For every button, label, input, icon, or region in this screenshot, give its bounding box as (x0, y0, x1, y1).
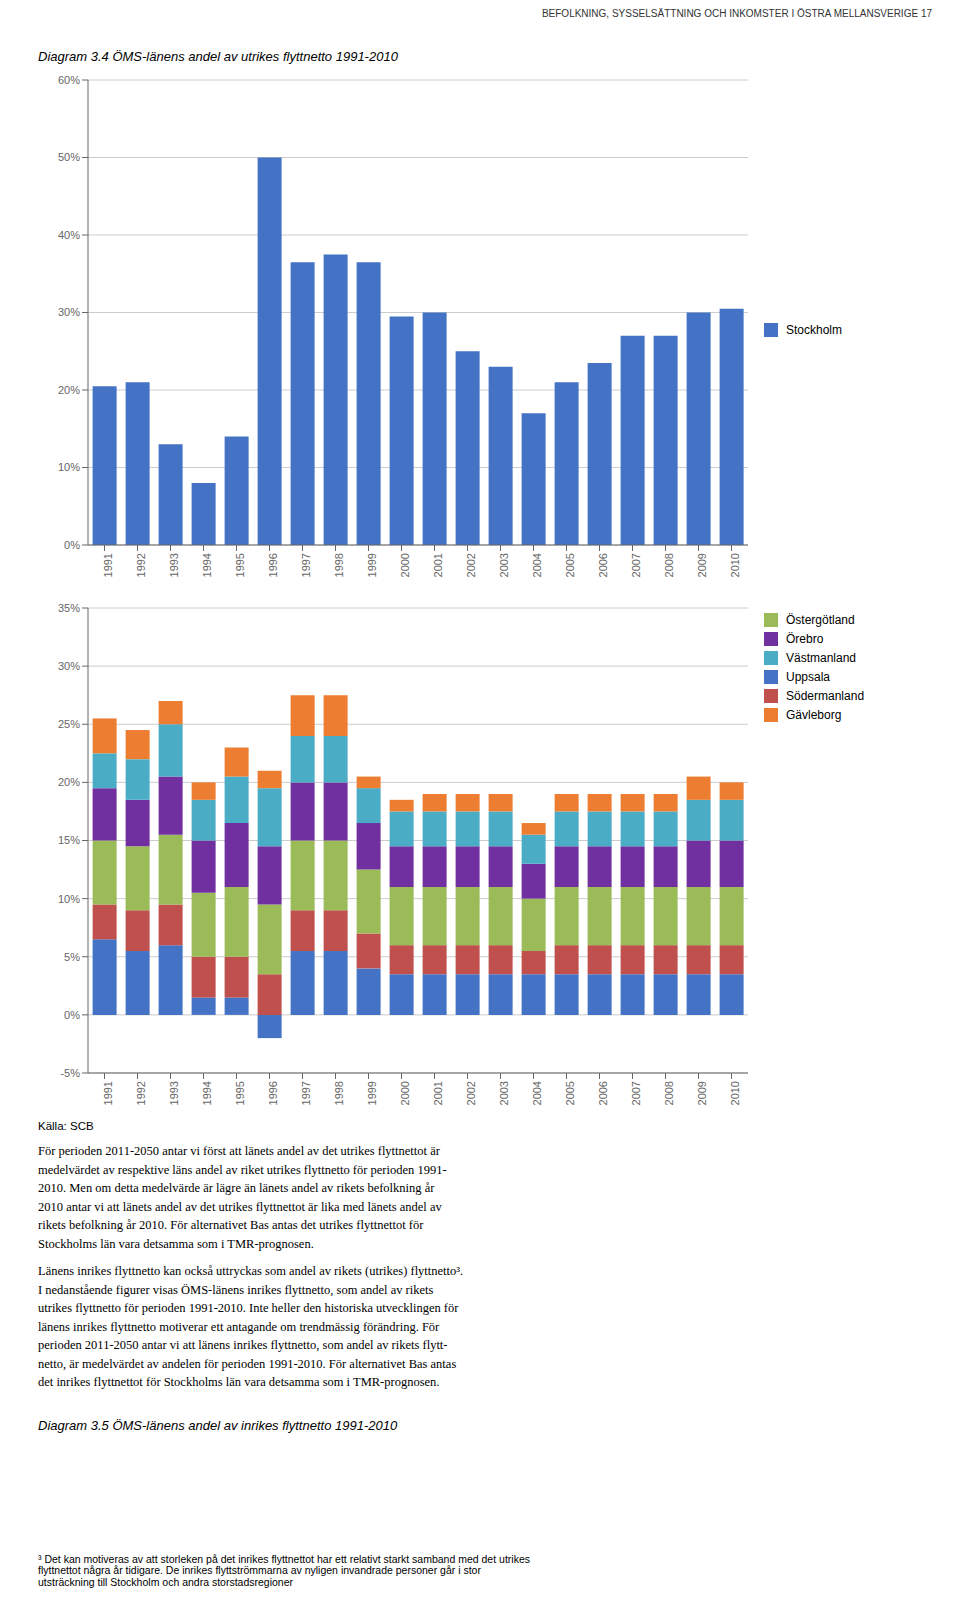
svg-text:1996: 1996 (267, 553, 279, 577)
html-text:flyttnettot några år tidigare.: flyttnettot några år tidigare. De inrike… (38, 1564, 481, 1576)
svg-text:2005: 2005 (564, 1081, 576, 1105)
svg-text:2002: 2002 (465, 553, 477, 577)
svg-text:1995: 1995 (234, 1081, 246, 1105)
svg-text:1993: 1993 (168, 553, 180, 577)
svg-text:2007: 2007 (630, 553, 642, 577)
html-text:BEFOLKNING, SYSSELSÄTTNING OCH: BEFOLKNING, SYSSELSÄTTNING OCH INKOMSTER… (541, 8, 932, 19)
svg-text:2002: 2002 (465, 1081, 477, 1105)
html-text:Stockholms län vara detsamma s: Stockholms län vara detsamma som i TMR-p… (38, 1236, 314, 1251)
html-text:länens inrikes flyttnetto moti: länens inrikes flyttnetto motiverar ett … (38, 1319, 440, 1334)
svg-text:10%: 10% (58, 893, 80, 905)
svg-text:1993: 1993 (168, 1081, 180, 1105)
svg-text:1998: 1998 (333, 1081, 345, 1105)
svg-text:2009: 2009 (696, 553, 708, 577)
html-text:2010. Men om detta medelvärde: 2010. Men om detta medelvärde är lägre ä… (38, 1181, 435, 1195)
html-text:utrikes flyttnetto för periode: utrikes flyttnetto för perioden 1991-201… (38, 1301, 459, 1315)
svg-text:2001: 2001 (432, 1081, 444, 1105)
svg-text:1994: 1994 (201, 553, 213, 577)
html-text:Källa: SCB: Källa: SCB (38, 1120, 94, 1132)
html-text:Västmanland: Västmanland (786, 651, 856, 665)
html-text:Diagram 3.5 ÖMS-länens andel a: Diagram 3.5 ÖMS-länens andel av inrikes … (38, 1417, 398, 1433)
svg-text:1999: 1999 (366, 1081, 378, 1105)
svg-text:1997: 1997 (300, 553, 312, 577)
svg-text:25%: 25% (58, 718, 80, 730)
svg-text:-5%: -5% (60, 1067, 80, 1079)
svg-text:30%: 30% (58, 660, 80, 672)
html-text:Diagram 3.4 ÖMS-länens andel a: Diagram 3.4 ÖMS-länens andel av utrikes … (38, 49, 398, 64)
svg-text:35%: 35% (58, 602, 80, 614)
svg-text:15%: 15% (58, 834, 80, 846)
html-text:perioden 2011-2050 antar vi at: perioden 2011-2050 antar vi att länens i… (38, 1338, 448, 1352)
svg-text:40%: 40% (58, 229, 80, 241)
svg-text:2001: 2001 (432, 553, 444, 577)
svg-text:1992: 1992 (135, 1081, 147, 1105)
html-text:För perioden 2011-2050 antar v: För perioden 2011-2050 antar vi först at… (38, 1144, 440, 1158)
html-text:Uppsala: Uppsala (786, 670, 830, 684)
svg-text:2006: 2006 (597, 1081, 609, 1105)
svg-text:2008: 2008 (663, 1081, 675, 1105)
svg-text:5%: 5% (64, 951, 80, 963)
svg-text:2003: 2003 (498, 553, 510, 577)
html-text:det inrikes flyttnettot för St: det inrikes flyttnettot för Stockholms l… (38, 1375, 440, 1389)
svg-text:1996: 1996 (267, 1081, 279, 1105)
svg-text:60%: 60% (58, 74, 80, 86)
html-text:I nedanstående figurer visas Ö: I nedanstående figurer visas ÖMS-länens … (38, 1282, 434, 1297)
svg-text:20%: 20% (58, 384, 80, 396)
svg-text:2008: 2008 (663, 553, 675, 577)
svg-text:1992: 1992 (135, 553, 147, 577)
svg-text:20%: 20% (58, 776, 80, 788)
svg-text:1997: 1997 (300, 1081, 312, 1105)
html-text:medelvärdet av respektive läns: medelvärdet av respektive läns andel av … (38, 1162, 447, 1177)
svg-text:1995: 1995 (234, 553, 246, 577)
html-text:Östergötland: Östergötland (786, 613, 855, 627)
svg-text:2006: 2006 (597, 553, 609, 577)
svg-text:2004: 2004 (531, 1081, 543, 1105)
html-text:Södermanland: Södermanland (786, 689, 865, 703)
svg-text:0%: 0% (64, 1009, 80, 1021)
svg-text:2009: 2009 (696, 1081, 708, 1105)
svg-text:50%: 50% (58, 151, 80, 163)
html-text:Örebro: Örebro (786, 632, 824, 646)
html-text:³ Det kan motiveras av att sto: ³ Det kan motiveras av att storleken på … (38, 1552, 530, 1565)
svg-text:1991: 1991 (102, 1081, 114, 1105)
svg-text:0%: 0% (64, 539, 80, 551)
svg-text:1999: 1999 (366, 553, 378, 577)
html-text:utsträckning till Stockholm oc: utsträckning till Stockholm och andra st… (38, 1575, 293, 1588)
html-text:2010 antar vi att länets andel: 2010 antar vi att länets andel av det ut… (38, 1199, 442, 1214)
svg-text:2000: 2000 (399, 1081, 411, 1105)
svg-text:10%: 10% (58, 461, 80, 473)
svg-text:2004: 2004 (531, 553, 543, 577)
html-text:Stockholm: Stockholm (786, 323, 842, 337)
svg-text:2000: 2000 (399, 553, 411, 577)
svg-text:2007: 2007 (630, 1081, 642, 1105)
html-text:Gävleborg: Gävleborg (786, 708, 842, 722)
svg-text:2005: 2005 (564, 553, 576, 577)
svg-text:1998: 1998 (333, 553, 345, 577)
html-text:rikets befolkning år 2010. För: rikets befolkning år 2010. För alternati… (38, 1218, 424, 1232)
html-text:Länens inrikes flyttnetto kan: Länens inrikes flyttnetto kan också uttr… (38, 1264, 464, 1278)
svg-text:30%: 30% (58, 306, 80, 318)
html-text:netto, är medelvärdet av andel: netto, är medelvärdet av andelen för per… (38, 1356, 457, 1371)
svg-text:2010: 2010 (729, 1081, 741, 1105)
svg-text:1991: 1991 (102, 553, 114, 577)
svg-text:2010: 2010 (729, 553, 741, 577)
svg-text:2003: 2003 (498, 1081, 510, 1105)
svg-text:1994: 1994 (201, 1081, 213, 1105)
